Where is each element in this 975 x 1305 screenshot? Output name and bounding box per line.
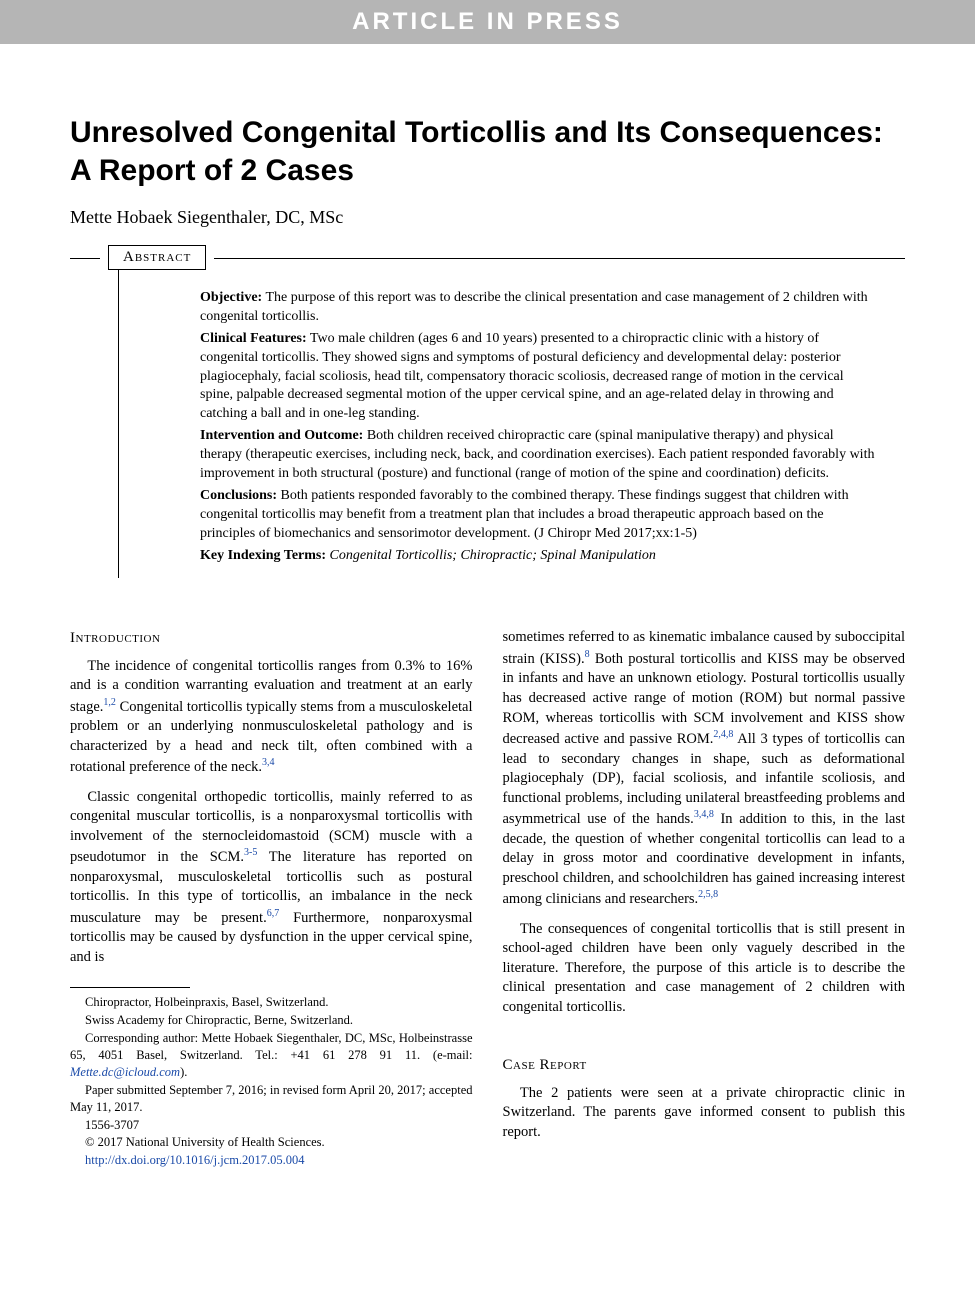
conclusions-head: Conclusions: bbox=[200, 488, 277, 503]
abstract-label: Abstract bbox=[108, 245, 206, 270]
article-in-press-banner: ARTICLE IN PRESS bbox=[0, 0, 975, 44]
key-terms: Congenital Torticollis; Chiropractic; Sp… bbox=[326, 548, 656, 563]
abstract-body: Objective: The purpose of this report wa… bbox=[140, 289, 875, 565]
intro-paragraph-1: The incidence of congenital torticollis … bbox=[70, 657, 473, 778]
citation-ref[interactable]: 2,5,8 bbox=[698, 889, 718, 900]
article-title: Unresolved Congenital Torticollis and It… bbox=[70, 114, 905, 189]
author-line: Mette Hobaek Siegenthaler, DC, MSc bbox=[70, 207, 905, 228]
left-column: Introduction The incidence of congenital… bbox=[70, 628, 473, 1170]
abstract-keyterms: Key Indexing Terms: Congenital Torticoll… bbox=[200, 547, 875, 566]
doi-link[interactable]: http://dx.doi.org/10.1016/j.jcm.2017.05.… bbox=[85, 1153, 305, 1167]
footnote-corresponding: Corresponding author: Mette Hobaek Siege… bbox=[70, 1030, 473, 1081]
introduction-heading: Introduction bbox=[70, 628, 473, 648]
corr-text-b: ). bbox=[180, 1065, 187, 1079]
intro-paragraph-2: Classic congenital orthopedic torticolli… bbox=[70, 788, 473, 968]
case-paragraph-1: The 2 patients were seen at a private ch… bbox=[503, 1084, 906, 1143]
case-report-heading: Case Report bbox=[503, 1055, 906, 1075]
abstract-clinical: Clinical Features: Two male children (ag… bbox=[200, 330, 875, 424]
footnote-rule bbox=[70, 987, 190, 988]
citation-ref[interactable]: 3,4 bbox=[262, 757, 275, 768]
corr-text-a: Corresponding author: Mette Hobaek Siege… bbox=[70, 1031, 473, 1062]
conclusions-text: Both patients responded favorably to the… bbox=[200, 488, 849, 541]
abstract-objective: Objective: The purpose of this report wa… bbox=[200, 289, 875, 327]
footnote-issn: 1556-3707 bbox=[70, 1117, 473, 1134]
col2-paragraph-1: sometimes referred to as kinematic imbal… bbox=[503, 628, 906, 909]
footnote-affil-2: Swiss Academy for Chiropractic, Berne, S… bbox=[70, 1012, 473, 1029]
abstract-left-rule bbox=[118, 259, 119, 578]
footnotes: Chiropractor, Holbeinpraxis, Basel, Swit… bbox=[70, 994, 473, 1169]
intervention-head: Intervention and Outcome: bbox=[200, 428, 363, 443]
citation-ref[interactable]: 3,4,8 bbox=[694, 809, 714, 820]
objective-text: The purpose of this report was to descri… bbox=[200, 290, 868, 324]
citation-ref[interactable]: 1,2 bbox=[103, 697, 116, 708]
objective-head: Objective: bbox=[200, 290, 262, 305]
citation-ref[interactable]: 3-5 bbox=[244, 847, 257, 858]
footnote-copyright: © 2017 National University of Health Sci… bbox=[70, 1134, 473, 1151]
col2-paragraph-2: The consequences of congenital torticoll… bbox=[503, 920, 906, 1018]
abstract-intervention: Intervention and Outcome: Both children … bbox=[200, 427, 875, 484]
page-content: Unresolved Congenital Torticollis and It… bbox=[0, 44, 975, 1210]
body-columns: Introduction The incidence of congenital… bbox=[70, 628, 905, 1170]
abstract-label-wrap: Abstract bbox=[100, 245, 214, 270]
spacer bbox=[503, 1027, 906, 1055]
abstract-box: Abstract Objective: The purpose of this … bbox=[70, 258, 905, 588]
citation-ref[interactable]: 2,4,8 bbox=[713, 729, 733, 740]
clinical-head: Clinical Features: bbox=[200, 331, 307, 346]
key-head: Key Indexing Terms: bbox=[200, 548, 326, 563]
footnote-affil-1: Chiropractor, Holbeinpraxis, Basel, Swit… bbox=[70, 994, 473, 1011]
right-column: sometimes referred to as kinematic imbal… bbox=[503, 628, 906, 1170]
abstract-conclusions: Conclusions: Both patients responded fav… bbox=[200, 487, 875, 544]
footnote-doi: http://dx.doi.org/10.1016/j.jcm.2017.05.… bbox=[70, 1152, 473, 1169]
email-link[interactable]: Mette.dc@icloud.com bbox=[70, 1065, 180, 1079]
citation-ref[interactable]: 6,7 bbox=[267, 908, 280, 919]
footnote-dates: Paper submitted September 7, 2016; in re… bbox=[70, 1082, 473, 1116]
